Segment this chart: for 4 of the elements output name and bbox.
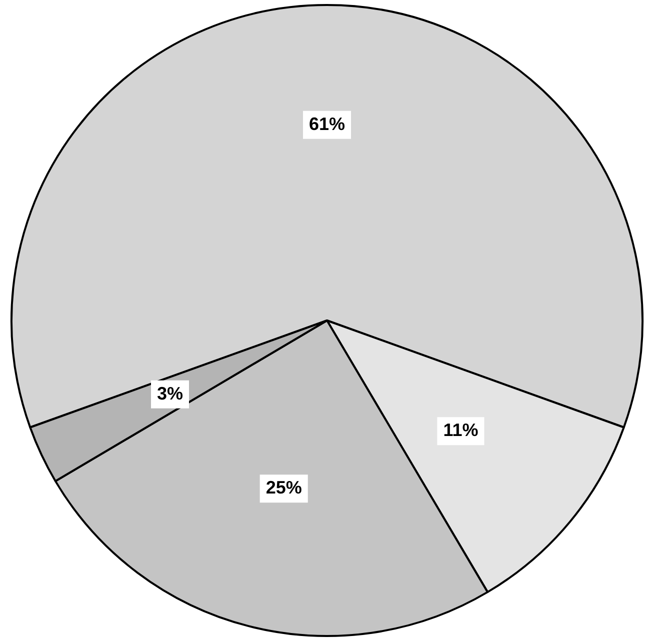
data-label: 25% — [266, 478, 302, 498]
data-label: 61% — [308, 114, 346, 134]
data-label: 11% — [443, 420, 478, 440]
data-label: 3% — [156, 383, 183, 404]
